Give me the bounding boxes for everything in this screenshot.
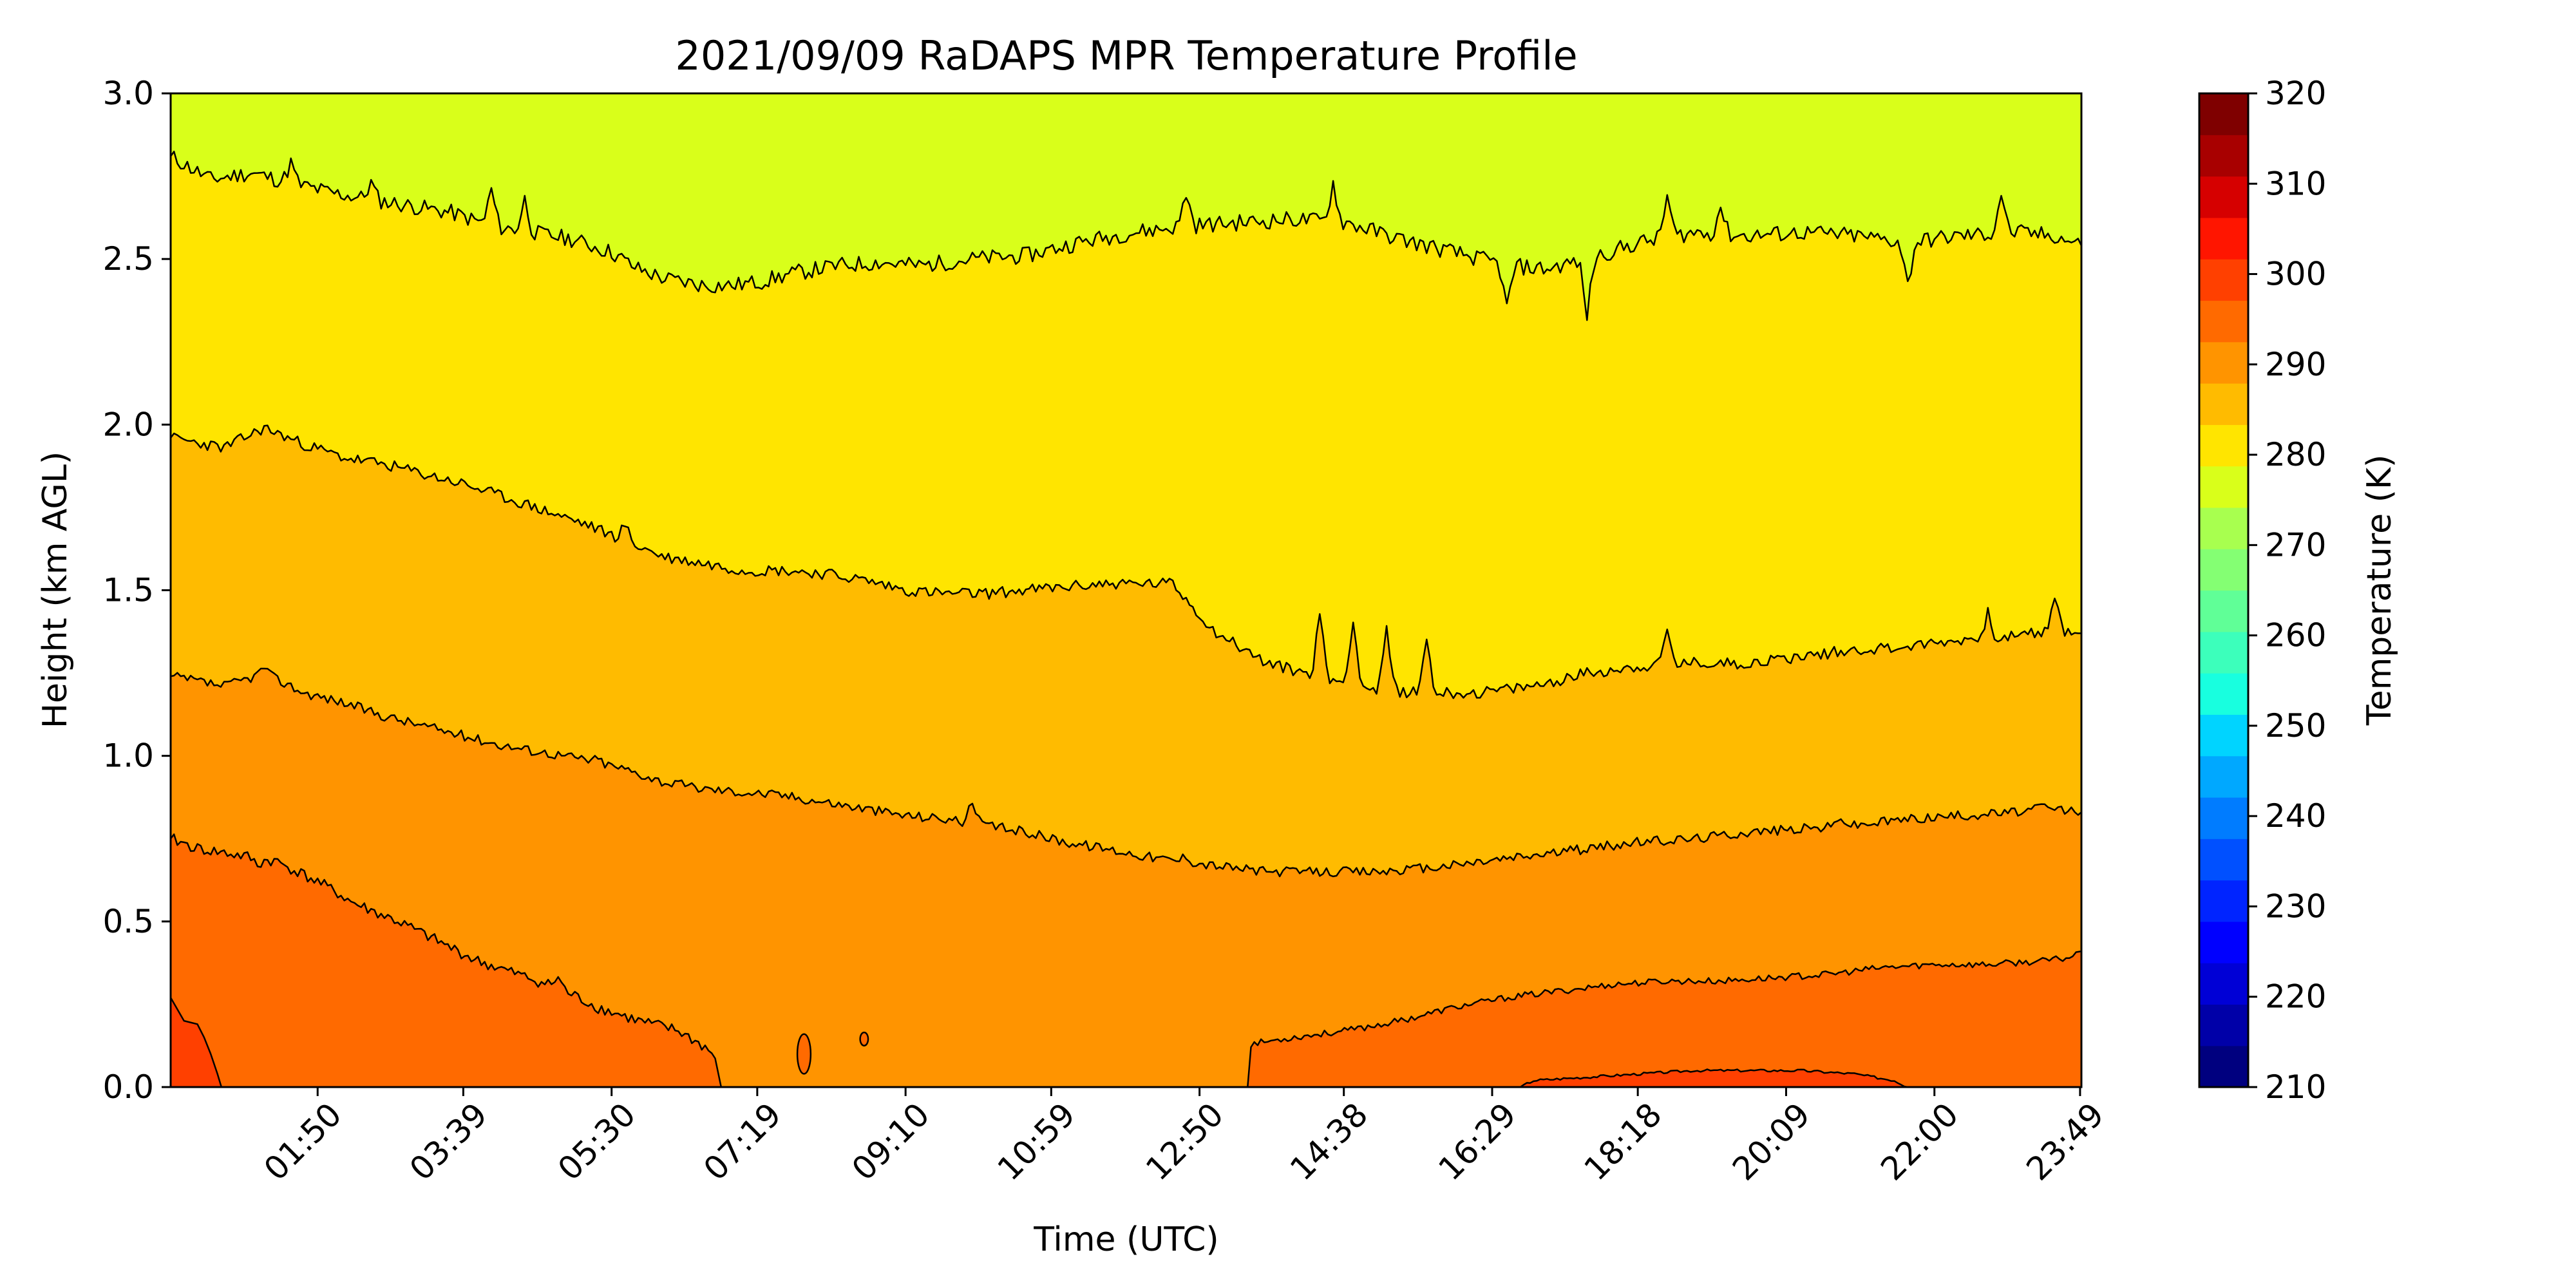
contour-line-305-right <box>1519 1068 1908 1087</box>
colorbar-label: Temperature (K) <box>2360 455 2399 726</box>
colorbar-swatch-310 <box>2199 217 2248 260</box>
contour-line-300-right <box>1247 950 2081 1087</box>
colorbar-tick-label: 220 <box>2265 978 2326 1016</box>
colorbar-swatch-285 <box>2199 424 2248 467</box>
colorbar-swatch-290 <box>2199 383 2248 425</box>
colorbar-swatch-325 <box>2199 93 2248 135</box>
band-295-300 <box>171 668 2081 1087</box>
colorbar-tick-label: 290 <box>2265 346 2326 383</box>
colorbar-tick-label: 310 <box>2265 165 2326 202</box>
colorbar-swatch-215 <box>2199 1004 2248 1046</box>
colorbar-swatch-305 <box>2199 259 2248 301</box>
contour-line-305-left <box>171 997 222 1087</box>
colorbar-swatch-230 <box>2199 880 2248 922</box>
colorbar-swatch-315 <box>2199 176 2248 218</box>
x-tick-label: 20:09 <box>1725 1095 1817 1188</box>
band-305-310-right <box>1520 1069 1908 1087</box>
colorbar-tick-label: 230 <box>2265 887 2326 925</box>
x-axis-label: Time (UTC) <box>1033 1220 1218 1259</box>
y-tick-label: 0.0 <box>102 1068 154 1106</box>
plot-area <box>171 93 2081 1087</box>
colorbar-swatch-235 <box>2199 838 2248 881</box>
contour-bands <box>171 93 2081 1087</box>
colorbar-tick-label: 320 <box>2265 75 2326 112</box>
x-tick-label: 07:19 <box>696 1095 788 1188</box>
colorbar-tick-label: 300 <box>2265 256 2326 293</box>
x-tick-label: 01:50 <box>257 1095 349 1188</box>
contour-line-300-left <box>171 833 723 1087</box>
colorbar-tick-label: 210 <box>2265 1068 2326 1106</box>
x-tick-label: 22:00 <box>1873 1095 1965 1188</box>
contour-island-300-1 <box>859 1031 869 1046</box>
x-axis: 01:50 03:39 05:30 07:19 09:10 10:59 12:50 14:38… <box>257 1087 2112 1188</box>
colorbar-swatch-255 <box>2199 673 2248 715</box>
y-axis-label: Height (km AGL) <box>36 451 75 728</box>
colorbar-swatch-245 <box>2199 755 2248 798</box>
x-tick-label: 18:18 <box>1577 1095 1669 1188</box>
y-tick-label: 0.5 <box>102 903 154 940</box>
y-axis: 0.0 0.5 1.0 1.5 2.0 2.5 3.0 <box>102 75 171 1106</box>
colorbar-tick-label: 240 <box>2265 797 2326 835</box>
colorbar-tick-label: 250 <box>2265 707 2326 744</box>
contour-line-295 <box>171 667 2081 878</box>
y-tick-label: 2.0 <box>102 406 154 443</box>
y-tick-label: 1.5 <box>102 572 154 609</box>
colorbar-swatch-300 <box>2199 300 2248 343</box>
chart-title: 2021/09/09 RaDAPS MPR Temperature Profil… <box>675 32 1577 79</box>
colorbar-swatch-320 <box>2199 135 2248 177</box>
colorbar-swatch-280 <box>2199 466 2248 508</box>
x-tick-label: 10:59 <box>990 1095 1083 1188</box>
colorbar-swatch-295 <box>2199 341 2248 384</box>
colorbar-swatch-260 <box>2199 631 2248 674</box>
band-300-305-left <box>171 834 721 1087</box>
colorbar-swatch-250 <box>2199 714 2248 757</box>
x-tick-label: 03:39 <box>402 1095 495 1188</box>
x-tick-label: 23:49 <box>2020 1095 2112 1188</box>
colorbar-swatch-210 <box>2199 1045 2248 1088</box>
contour-lines <box>171 151 2081 1087</box>
colorbar: 210 220 230 240 250 260 270 280 290 300 310 320 <box>2198 75 2326 1106</box>
band-300-305-right <box>1247 951 2081 1087</box>
colorbar-tick-label: 260 <box>2265 617 2326 654</box>
x-tick-label: 16:29 <box>1432 1095 1524 1188</box>
colorbar-tick-label: 280 <box>2265 436 2326 473</box>
contour-line-285 <box>171 151 2081 321</box>
colorbar-swatch-220 <box>2199 963 2248 1005</box>
x-tick-label: 05:30 <box>551 1095 643 1188</box>
contour-line-290 <box>171 424 2081 699</box>
colorbar-swatch-265 <box>2199 590 2248 632</box>
colorbar-swatch-275 <box>2199 507 2248 549</box>
contour-island-300-0 <box>796 1033 812 1075</box>
y-tick-label: 1.0 <box>102 737 154 775</box>
y-tick-label: 3.0 <box>102 75 154 112</box>
colorbar-swatch-240 <box>2199 797 2248 839</box>
x-tick-label: 14:38 <box>1283 1095 1375 1188</box>
colorbar-tick-label: 270 <box>2265 526 2326 564</box>
y-tick-label: 2.5 <box>102 240 154 278</box>
colorbar-swatch-225 <box>2199 921 2248 963</box>
colorbar-swatch-270 <box>2199 549 2248 591</box>
x-tick-label: 12:50 <box>1139 1095 1231 1188</box>
x-tick-label: 09:10 <box>845 1095 937 1188</box>
colorbar-frame <box>2198 92 2249 1088</box>
